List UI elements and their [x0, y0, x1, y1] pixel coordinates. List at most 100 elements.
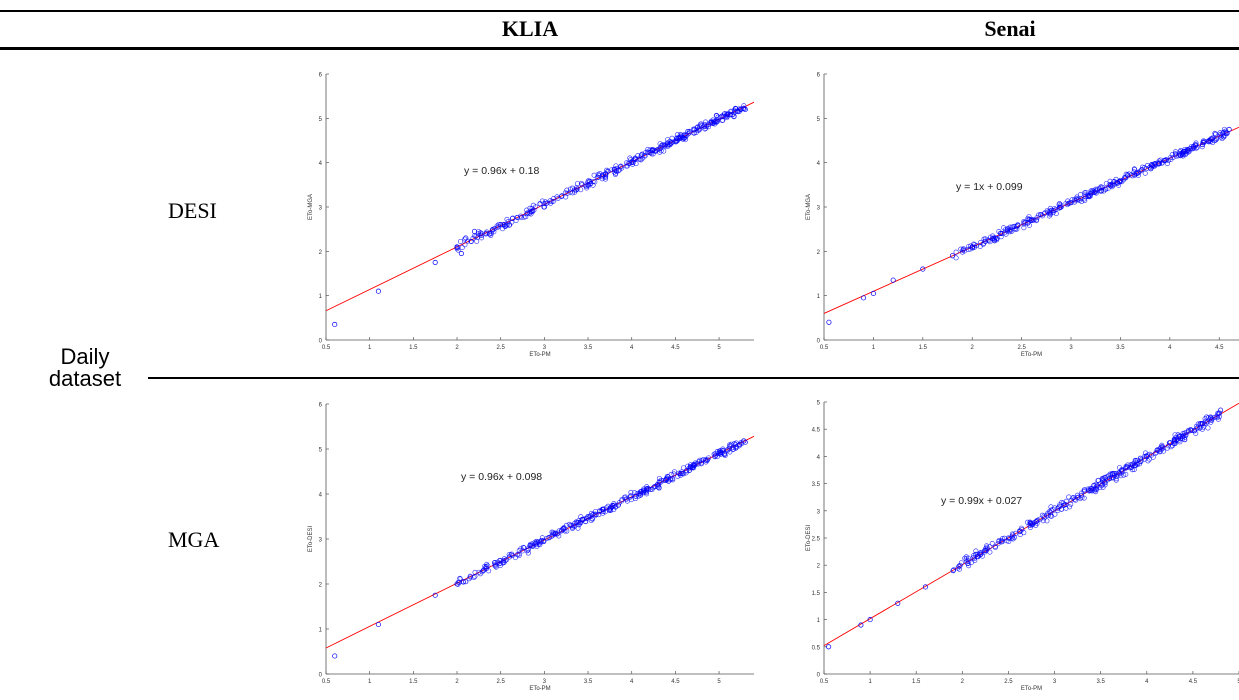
data-point: [529, 206, 535, 212]
data-point: [1120, 177, 1126, 183]
data-point: [530, 202, 536, 208]
data-point: [675, 473, 681, 479]
data-point: [961, 248, 967, 254]
x-tick-label: 3.5: [584, 679, 593, 685]
data-point: [525, 547, 531, 553]
data-point: [468, 239, 474, 245]
x-tick-label: 1: [368, 345, 372, 351]
data-point: [1180, 152, 1186, 158]
data-point: [578, 187, 584, 193]
data-point: [729, 108, 735, 114]
data-point: [1052, 511, 1058, 517]
data-point: [1193, 142, 1199, 148]
data-point: [700, 457, 706, 463]
data-point: [1068, 501, 1074, 507]
data-point: [1051, 208, 1057, 214]
data-point: [527, 543, 533, 549]
data-point: [922, 584, 928, 590]
regression-equation: y = 0.99x + 0.027: [941, 495, 1022, 507]
data-point: [1021, 220, 1027, 226]
data-point: [1078, 493, 1084, 499]
data-point: [1044, 518, 1050, 524]
data-point: [998, 234, 1004, 240]
data-point: [458, 251, 464, 257]
y-tick-label: 1: [817, 618, 821, 624]
data-point: [1155, 160, 1161, 166]
data-point: [332, 653, 338, 659]
data-point: [615, 502, 621, 508]
data-point: [978, 239, 984, 245]
data-point: [500, 226, 506, 232]
data-point: [588, 510, 594, 516]
data-point: [1133, 458, 1139, 464]
data-point: [1194, 425, 1200, 431]
data-point: [561, 525, 567, 531]
data-point: [462, 242, 468, 248]
y-tick-label: 2: [319, 583, 323, 589]
data-point: [1018, 525, 1024, 531]
data-point: [1205, 425, 1211, 431]
y-tick-label: 2: [319, 250, 323, 256]
regression-equation: y = 0.96x + 0.098: [461, 471, 542, 483]
data-point: [1033, 522, 1039, 528]
data-point: [1093, 190, 1099, 196]
data-point: [965, 244, 971, 250]
data-point: [741, 103, 747, 109]
data-point: [637, 492, 643, 498]
data-point: [989, 540, 995, 546]
data-point: [1166, 443, 1172, 449]
data-point: [471, 228, 478, 234]
data-point: [645, 146, 651, 152]
data-point: [1154, 447, 1160, 453]
data-point: [674, 135, 680, 141]
data-point: [457, 238, 463, 244]
row-label-mga: MGA: [168, 527, 220, 552]
data-point: [597, 508, 603, 514]
data-point: [1129, 173, 1135, 179]
x-axis-label: ETo-PM: [529, 686, 550, 692]
data-point: [1047, 508, 1053, 514]
column-header-senai: Senai: [984, 16, 1036, 41]
data-point: [1131, 467, 1137, 473]
data-point: [1167, 440, 1173, 446]
data-point: [569, 185, 575, 191]
data-point: [1142, 454, 1148, 460]
data-point: [1106, 182, 1112, 188]
data-point: [1004, 228, 1010, 234]
data-point: [596, 172, 602, 178]
data-point: [1116, 182, 1122, 188]
data-point: [649, 147, 655, 153]
y-tick-label: 3: [319, 538, 323, 544]
data-point: [484, 229, 490, 235]
data-point: [650, 151, 656, 157]
data-point: [1007, 536, 1013, 542]
data-point: [1180, 433, 1186, 439]
data-point: [476, 229, 482, 235]
data-point: [1182, 434, 1188, 440]
y-tick-label: 2.5: [812, 537, 821, 543]
data-point: [722, 453, 728, 459]
data-point: [1030, 217, 1036, 223]
data-point: [628, 489, 634, 495]
data-point: [661, 148, 667, 154]
data-point: [1199, 426, 1205, 432]
x-tick-label: 0.5: [820, 345, 829, 351]
data-point: [375, 621, 381, 628]
y-tick-label: 1: [319, 294, 323, 300]
y-tick-label: 1.5: [812, 591, 821, 597]
data-point: [1182, 147, 1188, 153]
data-point: [628, 493, 634, 499]
y-tick-label: 4: [817, 161, 821, 167]
data-point: [518, 546, 524, 552]
data-point: [1144, 162, 1150, 168]
data-point: [1102, 480, 1108, 486]
data-point: [492, 560, 498, 566]
data-point: [547, 198, 553, 204]
data-point: [514, 552, 520, 558]
data-point: [1102, 482, 1108, 488]
x-tick-label: 3: [543, 345, 547, 351]
data-point: [1172, 432, 1178, 438]
y-tick-label: 6: [817, 73, 821, 79]
data-point: [1118, 468, 1124, 474]
scatter-plot-klia-desi: 0 1 2 3 4 5 6 0.5 1 1.5 2 2.5 3 3.5 4 4.5 5 ETo-PM ETo-MGA…: [308, 73, 755, 358]
